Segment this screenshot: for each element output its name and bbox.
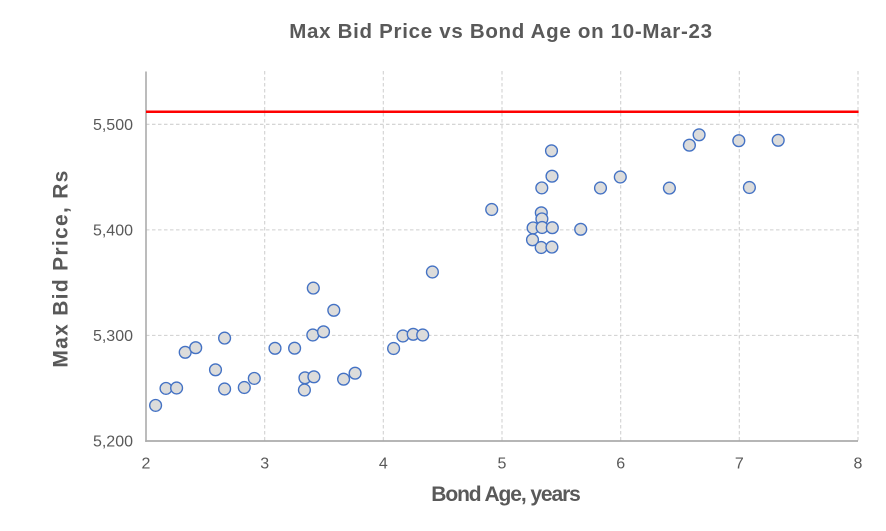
svg-text:2: 2 bbox=[142, 456, 151, 473]
svg-text:7: 7 bbox=[735, 456, 744, 473]
svg-text:5,200: 5,200 bbox=[93, 434, 133, 451]
svg-text:6: 6 bbox=[616, 456, 625, 473]
svg-text:4: 4 bbox=[379, 456, 388, 473]
svg-text:Bond Age, years: Bond Age, years bbox=[431, 483, 580, 506]
svg-text:8: 8 bbox=[854, 456, 863, 473]
svg-text:5,400: 5,400 bbox=[93, 222, 133, 239]
svg-text:Max Bid Price, Rs: Max Bid Price, Rs bbox=[50, 169, 73, 367]
svg-text:5,500: 5,500 bbox=[93, 117, 133, 134]
svg-text:5: 5 bbox=[498, 456, 507, 473]
svg-text:Max Bid Price vs Bond Age on 1: Max Bid Price vs Bond Age on 10-Mar-23 bbox=[289, 20, 712, 43]
svg-text:5,300: 5,300 bbox=[93, 328, 133, 345]
svg-text:3: 3 bbox=[260, 456, 269, 473]
